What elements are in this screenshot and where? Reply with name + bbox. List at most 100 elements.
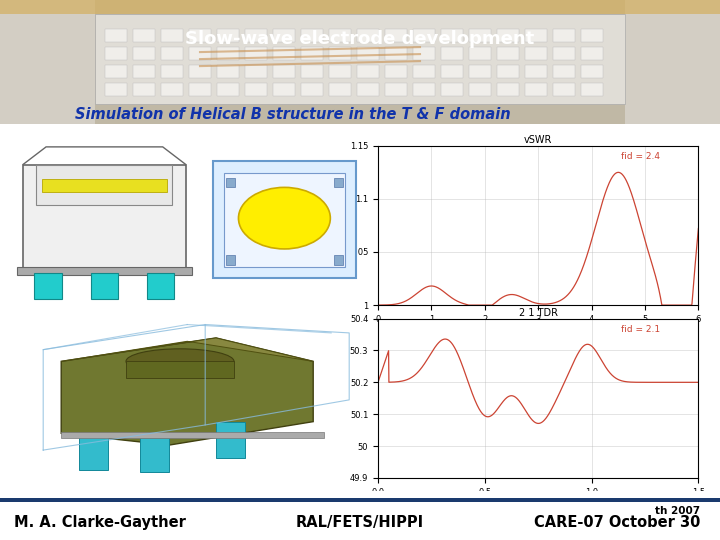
Text: CARE-07 October 30: CARE-07 October 30 (534, 515, 700, 530)
Bar (133, 47, 155, 60)
Bar (105, 65, 127, 78)
Bar (161, 47, 183, 60)
Bar (189, 83, 211, 96)
Bar (161, 29, 183, 42)
Bar (469, 83, 491, 96)
Bar (497, 47, 519, 60)
Bar (245, 83, 267, 96)
Polygon shape (61, 338, 313, 361)
Bar (581, 47, 603, 60)
Bar (245, 29, 267, 42)
Bar (189, 47, 211, 60)
Bar (301, 47, 323, 60)
Bar (133, 29, 155, 42)
X-axis label: Time/ ns: Time/ ns (519, 501, 557, 510)
Title: 2 1 TDR: 2 1 TDR (518, 308, 558, 318)
Bar (357, 83, 379, 96)
Bar (385, 29, 407, 42)
Bar (273, 29, 295, 42)
Bar (441, 47, 463, 60)
Text: fid = 2.4: fid = 2.4 (621, 152, 660, 161)
Bar (42, 179, 166, 192)
Text: th 2007: th 2007 (655, 506, 700, 516)
Bar (469, 65, 491, 78)
Bar (553, 83, 575, 96)
Bar (357, 65, 379, 78)
Bar (189, 65, 211, 78)
Bar (525, 65, 547, 78)
Ellipse shape (126, 349, 234, 374)
X-axis label: Frequency / GHz: Frequency / GHz (501, 328, 575, 337)
Bar (301, 83, 323, 96)
Bar (301, 29, 323, 42)
Bar (105, 29, 127, 42)
Bar (413, 29, 435, 42)
Bar (333, 255, 343, 265)
Ellipse shape (238, 187, 330, 249)
Bar (581, 83, 603, 96)
Bar (245, 47, 267, 60)
Bar (79, 433, 108, 470)
Bar (413, 83, 435, 96)
Bar (273, 65, 295, 78)
Bar (161, 65, 183, 78)
Bar (497, 29, 519, 42)
Bar (216, 422, 245, 458)
Bar (217, 29, 239, 42)
Bar (441, 65, 463, 78)
Bar (553, 65, 575, 78)
Bar (0, 0, 95, 124)
Text: RAL/FETS/HIPPI: RAL/FETS/HIPPI (296, 515, 424, 530)
Bar (140, 438, 169, 472)
Bar (497, 65, 519, 78)
Text: Simulation of Helical B structure in the T & F domain: Simulation of Helical B structure in the… (75, 107, 510, 122)
Bar (329, 83, 351, 96)
Bar (441, 29, 463, 42)
Bar (413, 47, 435, 60)
Polygon shape (61, 338, 313, 445)
Bar (217, 47, 239, 60)
Bar (469, 47, 491, 60)
Bar (17, 267, 192, 275)
Bar (581, 29, 603, 42)
Bar (385, 47, 407, 60)
Bar (553, 47, 575, 60)
Bar (105, 47, 127, 60)
Bar (497, 83, 519, 96)
Bar (133, 65, 155, 78)
Bar (525, 83, 547, 96)
Bar (329, 29, 351, 42)
Bar (273, 47, 295, 60)
Bar (105, 83, 127, 96)
Bar (0, 498, 720, 502)
Bar (161, 83, 183, 96)
Text: fid = 2.1: fid = 2.1 (621, 325, 660, 334)
Bar (329, 47, 351, 60)
Bar (217, 65, 239, 78)
Bar (413, 65, 435, 78)
Text: Slow-wave electrode development: Slow-wave electrode development (185, 30, 535, 48)
Bar (333, 178, 343, 187)
Bar (357, 47, 379, 60)
Bar (217, 83, 239, 96)
Bar (581, 65, 603, 78)
Title: vSWR: vSWR (524, 135, 552, 145)
Bar (61, 431, 324, 438)
Bar (385, 83, 407, 96)
Bar (226, 255, 235, 265)
Bar (273, 83, 295, 96)
Bar (35, 273, 62, 299)
Bar (23, 165, 186, 270)
Bar (91, 273, 118, 299)
Bar (147, 273, 174, 299)
Bar (224, 173, 345, 267)
Text: M. A. Clarke-Gayther: M. A. Clarke-Gayther (14, 515, 186, 530)
Bar (126, 361, 234, 378)
Bar (553, 29, 575, 42)
Bar (133, 83, 155, 96)
Bar (0, 0, 720, 14)
Bar (301, 65, 323, 78)
Bar (385, 65, 407, 78)
Bar (329, 65, 351, 78)
Bar (213, 161, 356, 278)
